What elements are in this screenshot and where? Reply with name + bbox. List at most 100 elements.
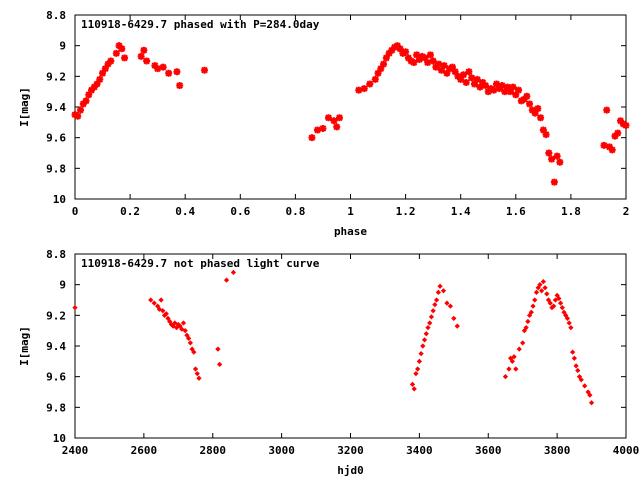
unphased-x-tick-label: 2400 <box>62 444 89 457</box>
phased-data-point <box>319 124 327 132</box>
phased-data-point <box>429 57 437 65</box>
unphased-y-tick-label: 8.8 <box>46 248 66 261</box>
unphased-data-point <box>547 300 553 306</box>
phased-data-point <box>380 60 388 68</box>
phased-data-point <box>308 134 316 142</box>
phased-data-point <box>99 69 107 77</box>
unphased-data-point <box>196 375 202 381</box>
unphased-data-point <box>437 283 443 289</box>
unphased-data-point <box>148 297 154 303</box>
unphased-data-point <box>192 366 199 372</box>
unphased-data-point <box>179 326 185 332</box>
unphased-data-point <box>160 308 166 314</box>
phased-data-point <box>388 46 396 54</box>
unphased-data-point <box>72 305 78 311</box>
phased-y-tick-label: 9 <box>59 40 66 53</box>
phased-data-point <box>393 42 401 50</box>
phased-data-point <box>101 65 109 73</box>
phased-data-point <box>498 82 506 90</box>
phased-data-point <box>118 45 126 53</box>
phased-x-tick-label: 0.4 <box>175 205 195 218</box>
unphased-data-point <box>575 367 581 374</box>
phased-data-point <box>451 68 459 76</box>
unphased-data-point <box>409 381 416 387</box>
unphased-data-point <box>440 288 447 294</box>
unphased-x-tick-label: 3000 <box>268 444 295 457</box>
unphased-data-point <box>151 300 157 306</box>
unphased-data-point <box>564 315 571 322</box>
unphased-x-tick-label: 4000 <box>613 444 640 457</box>
phased-data-point <box>426 51 434 59</box>
unphased-data-point <box>573 363 579 369</box>
phased-data-point <box>550 178 558 186</box>
phased-data-point <box>459 71 467 79</box>
unphased-data-point <box>186 335 192 341</box>
phased-data-point <box>121 54 129 62</box>
phased-data-point <box>402 48 410 56</box>
phased-data-point <box>366 80 374 88</box>
phased-data-point <box>385 49 393 57</box>
phased-data-point <box>493 80 501 88</box>
unphased-data-point <box>428 314 435 320</box>
phased-data-point <box>481 82 489 90</box>
phased-data-point <box>107 57 115 65</box>
phased-data-point <box>465 68 473 76</box>
phased-data-point <box>523 92 531 100</box>
phased-data-point <box>520 95 528 103</box>
phased-data-point <box>440 62 448 70</box>
phased-x-tick-label: 0.6 <box>230 205 250 218</box>
unphased-x-tick-label: 3400 <box>406 444 433 457</box>
phased-data-point <box>512 91 520 99</box>
unphased-data-point <box>430 308 436 314</box>
phased-data-point <box>605 143 613 151</box>
phased-data-point <box>435 60 443 68</box>
phased-data-point <box>531 109 539 117</box>
unphased-data-point <box>587 392 593 398</box>
phased-data-point <box>382 54 390 62</box>
phased-data-point <box>330 117 338 125</box>
unphased-data-point <box>163 311 169 317</box>
phased-data-point <box>82 97 90 105</box>
phased-data-point <box>137 52 145 60</box>
phased-data-point <box>608 146 616 154</box>
phased-data-point <box>548 155 556 163</box>
unphased-data-point <box>544 291 550 297</box>
phased-data-point <box>143 57 151 65</box>
phased-data-point <box>614 129 622 137</box>
phased-data-point <box>534 105 542 113</box>
unphased-data-point <box>421 337 428 343</box>
phased-data-point <box>79 100 87 108</box>
phased-x-tick-label: 2 <box>623 205 630 218</box>
phased-data-point <box>159 63 167 71</box>
phased-data-point <box>539 126 547 134</box>
phased-data-point <box>140 46 148 54</box>
phased-data-point <box>404 54 412 62</box>
phased-data-point <box>545 149 553 157</box>
phased-data-point <box>115 42 123 50</box>
phased-data-point <box>473 75 481 83</box>
phased-data-point <box>504 83 512 91</box>
unphased-data-point <box>158 297 164 303</box>
phased-data-point <box>424 59 432 67</box>
unphased-data-point <box>533 289 540 295</box>
phased-data-point <box>468 74 476 82</box>
phased-data-point <box>410 59 418 67</box>
unphased-y-tick-label: 9.6 <box>46 371 66 384</box>
unphased-data-point <box>418 351 424 357</box>
unphased-data-point <box>425 324 431 331</box>
phased-x-tick-label: 1.4 <box>451 205 471 218</box>
unphased-data-point <box>223 277 230 283</box>
phased-data-point <box>603 106 611 114</box>
phased-data-point <box>457 75 465 83</box>
phased-y-tick-label: 9.6 <box>46 132 66 145</box>
unphased-data-point <box>423 331 429 337</box>
phased-data-point <box>200 66 208 74</box>
phased-data-point <box>93 80 101 88</box>
phased-y-tick-label: 9.4 <box>46 101 66 114</box>
unphased-x-tick-label: 3200 <box>337 444 364 457</box>
unphased-y-tick-label: 9 <box>59 279 66 292</box>
unphased-data-point <box>556 295 562 302</box>
phased-data-point <box>377 65 385 73</box>
phased-x-tick-label: 0 <box>72 205 79 218</box>
